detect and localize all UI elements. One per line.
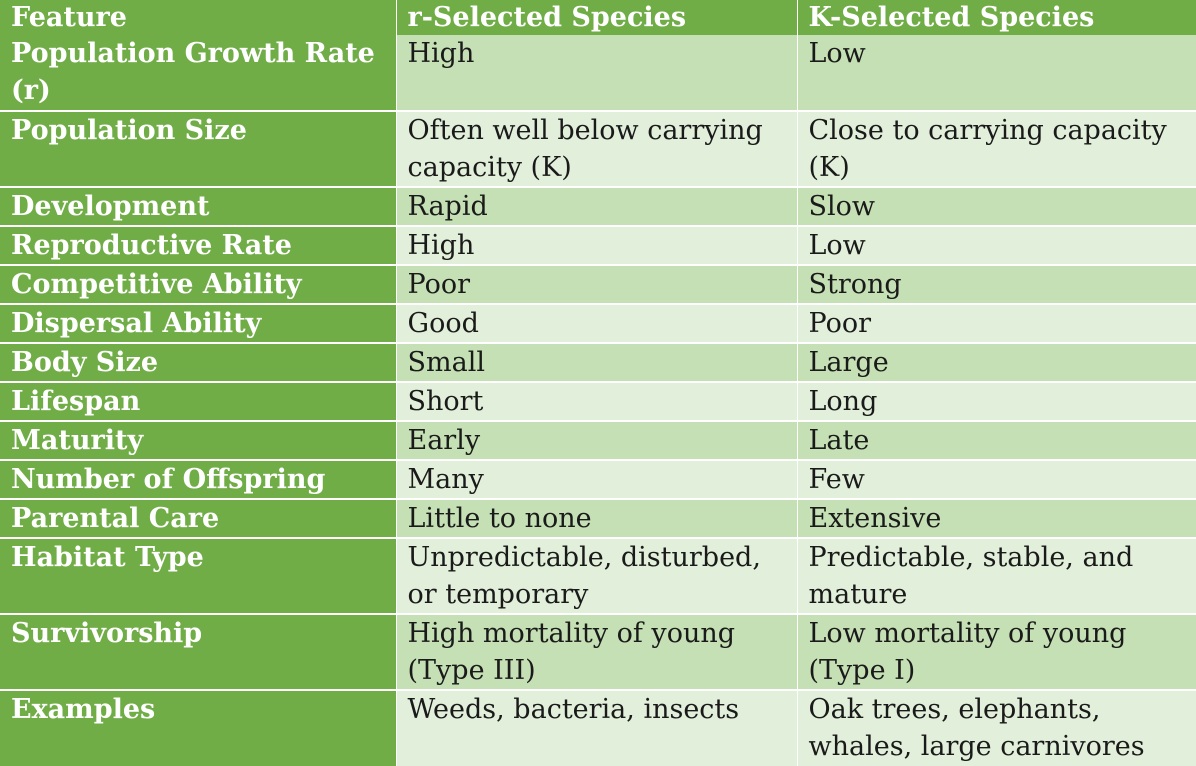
row-r-value: High mortality of young (Type III): [396, 614, 798, 691]
row-k-value: Low: [797, 35, 1196, 112]
row-r-value: Little to none: [396, 499, 798, 539]
table-row: Development Rapid Slow: [0, 187, 1196, 227]
table-row: Dispersal Ability Good Poor: [0, 304, 1196, 344]
table-row: Competitive Ability Poor Strong: [0, 265, 1196, 305]
row-k-value: Late: [797, 421, 1196, 461]
row-r-value: Rapid: [396, 187, 798, 227]
row-feature: Population Size: [0, 111, 397, 188]
table-row: Population Growth Rate (r) High Low: [0, 35, 1196, 112]
table-row: Body Size Small Large: [0, 343, 1196, 383]
row-feature: Maturity: [0, 421, 397, 461]
table-row: Population Size Often well below carryin…: [0, 111, 1196, 188]
row-feature: Number of Offspring: [0, 460, 397, 500]
row-k-value: Close to carrying capacity (K): [797, 111, 1196, 188]
row-feature: Population Growth Rate (r): [0, 35, 397, 112]
row-r-value: High: [396, 226, 798, 266]
row-feature: Body Size: [0, 343, 397, 383]
row-feature: Reproductive Rate: [0, 226, 397, 266]
row-feature: Examples: [0, 690, 397, 766]
row-k-value: Predictable, stable, and mature: [797, 538, 1196, 615]
row-feature: Habitat Type: [0, 538, 397, 615]
table-row: Habitat Type Unpredictable, disturbed, o…: [0, 538, 1196, 615]
table-row: Examples Weeds, bacteria, insects Oak tr…: [0, 690, 1196, 766]
row-k-value: Low: [797, 226, 1196, 266]
row-k-value: Extensive: [797, 499, 1196, 539]
row-r-value: Early: [396, 421, 798, 461]
table-row: Maturity Early Late: [0, 421, 1196, 461]
row-r-value: Unpredictable, disturbed, or temporary: [396, 538, 798, 615]
row-r-value: High: [396, 35, 798, 112]
table-row: Survivorship High mortality of young (Ty…: [0, 614, 1196, 691]
row-k-value: Low mortality of young (Type I): [797, 614, 1196, 691]
row-feature: Lifespan: [0, 382, 397, 422]
row-r-value: Weeds, bacteria, insects: [396, 690, 798, 766]
row-k-value: Oak trees, elephants, whales, large carn…: [797, 690, 1196, 766]
row-r-value: Often well below carrying capacity (K): [396, 111, 798, 188]
row-feature: Dispersal Ability: [0, 304, 397, 344]
row-k-value: Poor: [797, 304, 1196, 344]
row-r-value: Good: [396, 304, 798, 344]
row-feature: Development: [0, 187, 397, 227]
table-row: Lifespan Short Long: [0, 382, 1196, 422]
row-feature: Survivorship: [0, 614, 397, 691]
row-r-value: Many: [396, 460, 798, 500]
table-row: Reproductive Rate High Low: [0, 226, 1196, 266]
row-k-value: Strong: [797, 265, 1196, 305]
header-feature: Feature: [0, 0, 397, 35]
row-feature: Parental Care: [0, 499, 397, 539]
row-k-value: Few: [797, 460, 1196, 500]
table-row: Parental Care Little to none Extensive: [0, 499, 1196, 539]
row-k-value: Slow: [797, 187, 1196, 227]
row-feature: Competitive Ability: [0, 265, 397, 305]
row-r-value: Short: [396, 382, 798, 422]
row-k-value: Long: [797, 382, 1196, 422]
header-row: Feature r-Selected Species K-Selected Sp…: [0, 0, 1196, 35]
row-r-value: Small: [396, 343, 798, 383]
header-k-selected: K-Selected Species: [797, 0, 1196, 35]
table-row: Number of Offspring Many Few: [0, 460, 1196, 500]
row-r-value: Poor: [396, 265, 798, 305]
row-k-value: Large: [797, 343, 1196, 383]
header-r-selected: r-Selected Species: [396, 0, 798, 35]
